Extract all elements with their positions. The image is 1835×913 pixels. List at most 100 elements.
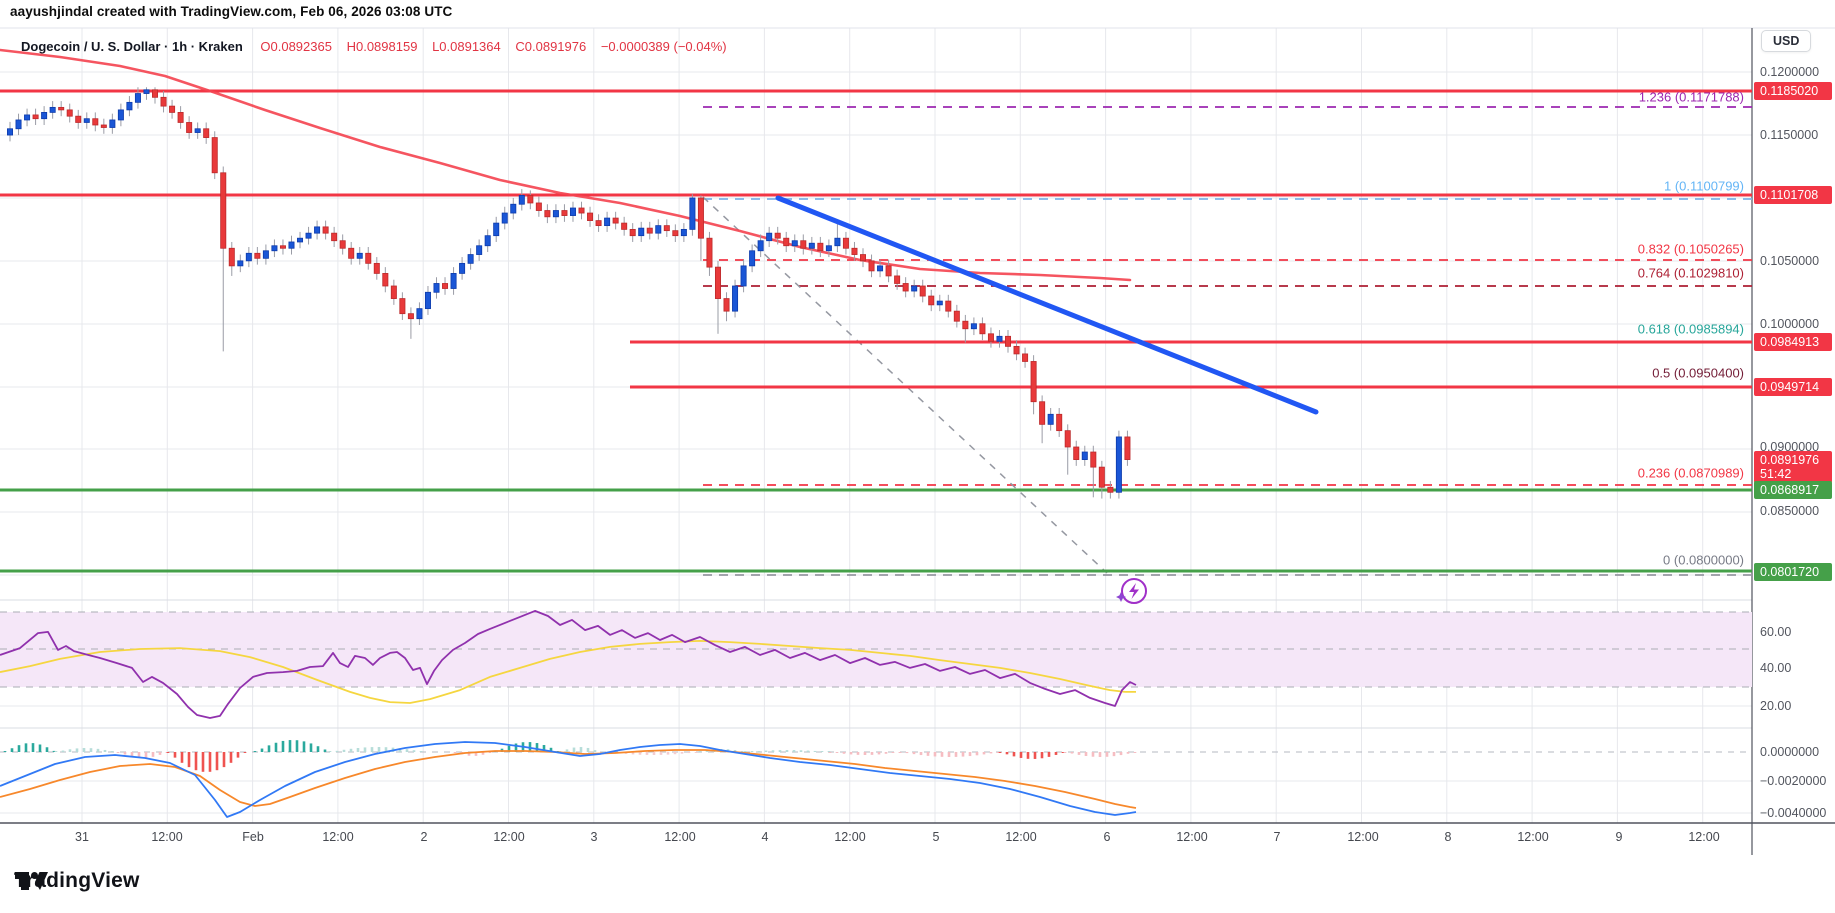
candle-down	[902, 283, 909, 292]
candle-up	[237, 260, 244, 267]
time-axis-label[interactable]: 12:00	[1688, 830, 1720, 844]
time-axis-label[interactable]: 4	[761, 830, 769, 844]
candle-up	[766, 232, 773, 242]
candle-down	[1098, 466, 1105, 488]
price-badge: 0.1101708	[1754, 186, 1832, 204]
macd-signal-line	[0, 749, 1137, 809]
candle-down	[868, 260, 875, 272]
macd-axis-label: −0.0040000	[1760, 806, 1827, 820]
candle-down	[1090, 451, 1097, 468]
candle-up	[467, 254, 474, 264]
time-axis-label[interactable]: 9	[1615, 830, 1623, 844]
price-axis-label: 0.1200000	[1760, 65, 1820, 79]
candle-up	[305, 232, 312, 239]
rsi-band	[0, 611, 1752, 688]
candle-up	[15, 119, 22, 130]
symbol-header: Dogecoin / U. S. Dollar · 1h · Kraken O0…	[21, 39, 738, 54]
candle-down	[1039, 401, 1046, 425]
price-axis-label: 0.0900000	[1760, 440, 1820, 454]
candle-up	[757, 240, 764, 252]
candle-down	[152, 89, 159, 98]
ohlc-low: L0.0891364	[432, 39, 501, 54]
time-axis-label[interactable]: 5	[932, 830, 940, 844]
candle-up	[49, 106, 56, 113]
candle-up	[936, 300, 943, 306]
price-badge: 0.0891976 51:42	[1754, 451, 1832, 483]
time-axis-label[interactable]: 31	[75, 830, 89, 844]
candle-up	[416, 308, 423, 320]
currency-selector[interactable]: USD	[1761, 30, 1812, 52]
candle-down	[1005, 335, 1012, 347]
candle-up	[288, 241, 295, 249]
time-axis-label[interactable]: 3	[590, 830, 598, 844]
candle-up	[825, 245, 832, 252]
time-axis-label[interactable]: 12:00	[664, 830, 696, 844]
fib-trend-diagonal	[702, 196, 1108, 574]
candle-down	[860, 254, 867, 262]
candle-down	[885, 265, 892, 277]
candle-down	[339, 240, 346, 249]
rsi-line	[0, 610, 1137, 719]
candle-up	[877, 265, 884, 272]
candle-up	[791, 240, 798, 247]
time-axis-label[interactable]: Feb	[242, 830, 264, 844]
candle-up	[424, 291, 431, 310]
time-axis-label[interactable]: 12:00	[493, 830, 525, 844]
time-axis-label[interactable]: 8	[1444, 830, 1452, 844]
candle-up	[911, 285, 918, 292]
candle-up	[41, 112, 48, 120]
candle-down	[220, 172, 227, 249]
candle-up	[117, 109, 124, 121]
candles	[7, 87, 1131, 499]
candle-down	[783, 237, 790, 247]
candle-down	[1064, 430, 1071, 448]
candle-up	[450, 273, 457, 289]
candle-down	[723, 298, 730, 312]
time-axis-label[interactable]: 6	[1103, 830, 1111, 844]
macd-line	[0, 741, 1137, 818]
candle-up	[569, 207, 576, 216]
time-axis-label[interactable]: 12:00	[1347, 830, 1379, 844]
candle-down	[1056, 413, 1063, 432]
time-axis-label[interactable]: 12:00	[1176, 830, 1208, 844]
tradingview-logo-icon	[15, 872, 48, 890]
price-axis-label: 0.0850000	[1760, 504, 1820, 518]
candle-down	[894, 275, 901, 284]
time-axis-label[interactable]: 12:00	[322, 830, 354, 844]
price-badge: 0.1185020	[1754, 82, 1832, 100]
candle-down	[382, 273, 389, 287]
rsi-axis-label: 60.00	[1760, 625, 1792, 639]
candle-down	[373, 262, 380, 274]
candle-down	[160, 96, 167, 107]
time-axis-label[interactable]: 12:00	[1517, 830, 1549, 844]
time-axis-label[interactable]: 7	[1273, 830, 1281, 844]
tradingview-logo[interactable]: TradingView	[14, 869, 140, 893]
candle-down	[851, 247, 858, 255]
candle-up	[109, 119, 116, 128]
candle-down	[75, 115, 82, 123]
candle-up	[1047, 413, 1054, 425]
rsi-ma-line	[0, 640, 1136, 704]
candle-up	[501, 212, 508, 224]
time-axis-label[interactable]: 12:00	[151, 830, 183, 844]
time-axis-label[interactable]: 12:00	[1005, 830, 1037, 844]
candle-down	[842, 237, 849, 249]
candle-down	[279, 245, 286, 249]
price-badge: 0.0949714	[1754, 378, 1832, 396]
symbol-title[interactable]: Dogecoin / U. S. Dollar · 1h · Kraken	[21, 39, 243, 54]
time-axis-label[interactable]: 12:00	[834, 830, 866, 844]
bearish-trendline	[775, 195, 1319, 415]
fib-level-label: 0.5 (0.0950400)	[1652, 365, 1744, 381]
candle-up	[83, 118, 90, 123]
candle-up	[970, 323, 977, 330]
macd-axis-label: −0.0020000	[1760, 774, 1827, 788]
candle-down	[646, 227, 653, 234]
candle-down	[1022, 353, 1029, 362]
fib-level-label: 1.236 (0.1171788)	[1638, 89, 1744, 105]
candle-down	[365, 252, 372, 264]
time-axis-label[interactable]: 2	[420, 830, 428, 844]
candle-up	[732, 285, 739, 312]
candle-up	[638, 227, 645, 237]
